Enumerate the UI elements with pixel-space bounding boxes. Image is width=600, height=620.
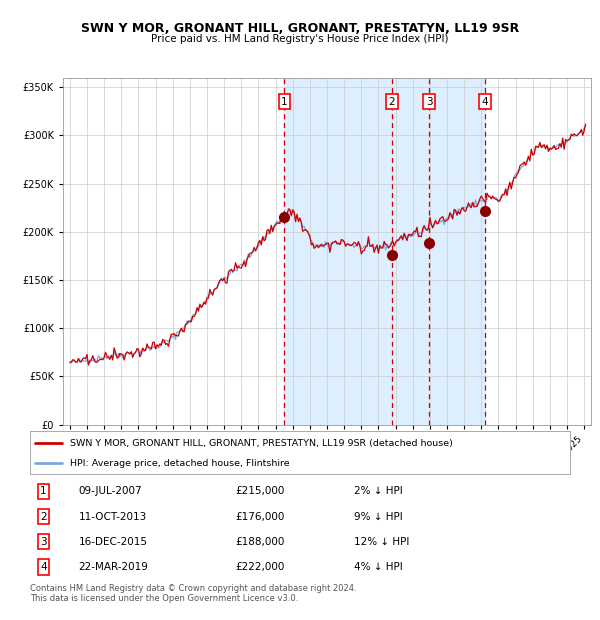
Text: 9% ↓ HPI: 9% ↓ HPI <box>354 512 403 521</box>
Text: £188,000: £188,000 <box>235 537 284 547</box>
Text: £222,000: £222,000 <box>235 562 284 572</box>
Text: 1: 1 <box>281 97 288 107</box>
Text: 4: 4 <box>40 562 47 572</box>
Text: HPI: Average price, detached house, Flintshire: HPI: Average price, detached house, Flin… <box>71 459 290 468</box>
Text: Contains HM Land Registry data © Crown copyright and database right 2024.: Contains HM Land Registry data © Crown c… <box>30 584 356 593</box>
Text: SWN Y MOR, GRONANT HILL, GRONANT, PRESTATYN, LL19 9SR: SWN Y MOR, GRONANT HILL, GRONANT, PRESTA… <box>81 22 519 35</box>
Text: 4: 4 <box>482 97 488 107</box>
Text: 4% ↓ HPI: 4% ↓ HPI <box>354 562 403 572</box>
Text: £215,000: £215,000 <box>235 486 284 496</box>
Text: £176,000: £176,000 <box>235 512 284 521</box>
Text: 16-DEC-2015: 16-DEC-2015 <box>79 537 148 547</box>
Text: 2% ↓ HPI: 2% ↓ HPI <box>354 486 403 496</box>
Text: 22-MAR-2019: 22-MAR-2019 <box>79 562 148 572</box>
Text: SWN Y MOR, GRONANT HILL, GRONANT, PRESTATYN, LL19 9SR (detached house): SWN Y MOR, GRONANT HILL, GRONANT, PRESTA… <box>71 438 454 448</box>
Bar <box>284 78 485 425</box>
Text: 12% ↓ HPI: 12% ↓ HPI <box>354 537 409 547</box>
Text: 2: 2 <box>40 512 47 521</box>
Text: 3: 3 <box>40 537 47 547</box>
Text: 09-JUL-2007: 09-JUL-2007 <box>79 486 142 496</box>
Text: Price paid vs. HM Land Registry's House Price Index (HPI): Price paid vs. HM Land Registry's House … <box>151 34 449 44</box>
Text: 2: 2 <box>388 97 395 107</box>
Text: This data is licensed under the Open Government Licence v3.0.: This data is licensed under the Open Gov… <box>30 594 298 603</box>
Text: 3: 3 <box>426 97 433 107</box>
Text: 1: 1 <box>40 486 47 496</box>
Text: 11-OCT-2013: 11-OCT-2013 <box>79 512 147 521</box>
